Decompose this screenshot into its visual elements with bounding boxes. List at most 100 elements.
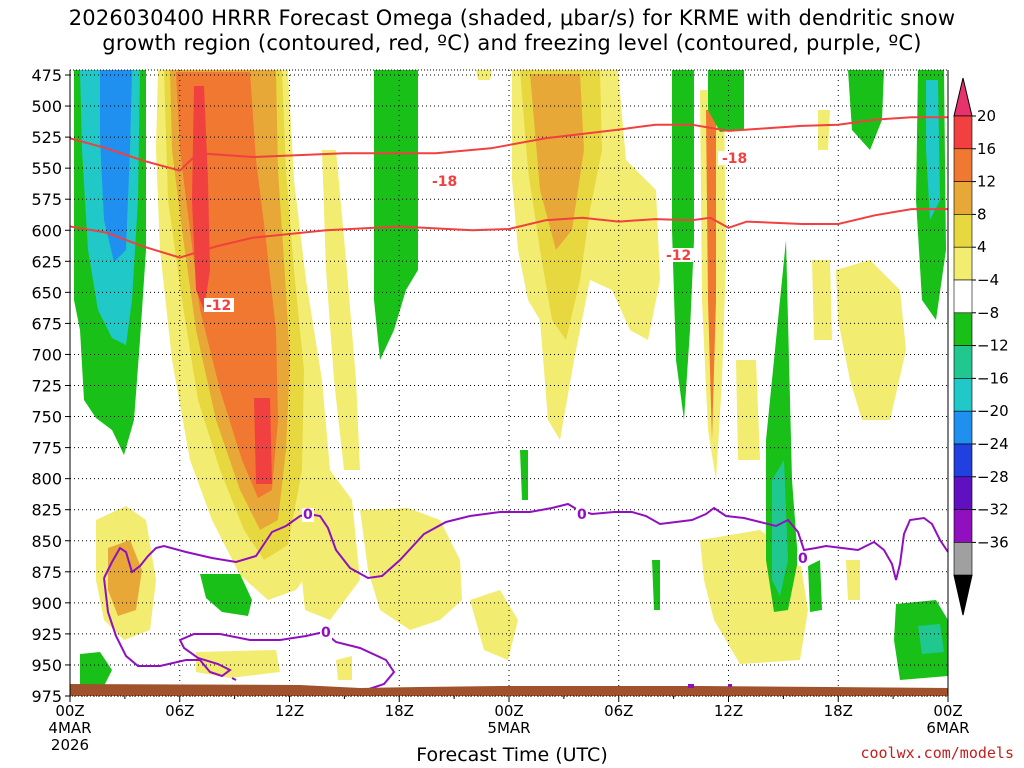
x-tick-label: 06Z bbox=[165, 702, 194, 720]
x-tick-label: 12Z bbox=[275, 702, 304, 720]
y-tick-label: 825 bbox=[31, 501, 62, 520]
shade-yellow-right-5 bbox=[812, 260, 832, 340]
colorbar-swatch bbox=[953, 279, 973, 314]
ground-mark-1 bbox=[688, 684, 694, 688]
colorbar-label: 12 bbox=[977, 173, 996, 191]
source-credit: coolwx.com/models bbox=[860, 744, 1014, 762]
shade-red-core-lower bbox=[254, 398, 272, 484]
shade-green-low-1 bbox=[200, 574, 252, 616]
y-tick-label: 600 bbox=[31, 221, 62, 240]
shade-blue-left bbox=[100, 70, 132, 262]
shade-yellow-right-3 bbox=[818, 110, 830, 150]
y-tick-label: 500 bbox=[31, 97, 62, 116]
y-tick-label: 875 bbox=[31, 563, 62, 582]
y-tick-label: 675 bbox=[31, 314, 62, 333]
shade-green-lowcol-2 bbox=[808, 560, 822, 612]
x-tick-year: 2026 bbox=[51, 736, 89, 754]
shade-green-small-1 bbox=[652, 560, 660, 610]
dgz-label-4: -12 bbox=[666, 248, 691, 264]
chart-title-line-1: 2026030400 HRRR Forecast Omega (shaded, … bbox=[68, 6, 956, 30]
y-tick-label: 850 bbox=[31, 532, 62, 551]
colorbar-label: −32 bbox=[977, 501, 1009, 519]
chart-title-line-2: growth region (contoured, red, ºC) and f… bbox=[102, 31, 922, 55]
colorbar-label: 8 bbox=[977, 205, 987, 223]
shade-cyan-lowcol bbox=[772, 460, 788, 596]
colorbar-label: −36 bbox=[977, 533, 1009, 551]
colorbar-swatch bbox=[953, 246, 973, 281]
shade-yellow-surface-2 bbox=[336, 656, 352, 680]
colorbar-label: 20 bbox=[977, 107, 996, 125]
y-tick-label: 625 bbox=[31, 252, 62, 271]
colorbar-bottom-arrow bbox=[953, 574, 973, 616]
ground-mark-2 bbox=[728, 684, 732, 687]
colorbar-swatch bbox=[953, 345, 973, 379]
colorbar-label: −24 bbox=[977, 435, 1009, 453]
contour-labels: -18 -18 -12 -12 0 0 0 0 bbox=[204, 151, 809, 641]
shade-yellow-right-6 bbox=[846, 560, 860, 600]
x-axis-label: Forecast Time (UTC) bbox=[416, 744, 608, 766]
shade-green-small-2 bbox=[520, 450, 528, 500]
dgz-label-1: -18 bbox=[432, 174, 457, 190]
y-tick-label: 975 bbox=[31, 687, 62, 706]
colorbar-label: −28 bbox=[977, 468, 1009, 486]
y-tick-label: 575 bbox=[31, 190, 62, 209]
x-tick-date: 6MAR bbox=[926, 719, 969, 737]
shade-red-core-upper bbox=[192, 86, 210, 310]
colorbar-swatch bbox=[953, 410, 973, 445]
shade-yellow-streak-2 bbox=[300, 470, 360, 620]
colorbar-label: 16 bbox=[977, 140, 996, 158]
shade-tan-central bbox=[530, 74, 584, 250]
freezing-label-1: 0 bbox=[303, 507, 313, 523]
shade-yellow-lowband-2 bbox=[470, 590, 518, 660]
colorbar-swatch bbox=[953, 148, 973, 182]
shade-yellow-surface-1 bbox=[196, 650, 280, 678]
shade-yellow-rightmid bbox=[736, 360, 760, 460]
colorbar-swatch bbox=[953, 542, 973, 576]
y-tick-label: 750 bbox=[31, 408, 62, 427]
dgz-label-2: -18 bbox=[722, 151, 747, 167]
freezing-level-contour-low bbox=[103, 577, 396, 691]
shade-green-surface-left bbox=[80, 652, 112, 686]
x-tick-date: 5MAR bbox=[487, 719, 530, 737]
freezing-label-4: 0 bbox=[321, 625, 331, 641]
colorbar: 20 16 12 8 4 −4 −8 −12 −16 −20 −24 −28 −32 −36 bbox=[953, 77, 1009, 616]
colorbar-top-arrow bbox=[953, 77, 973, 117]
freezing-label-3: 0 bbox=[798, 551, 808, 567]
colorbar-swatch bbox=[953, 115, 973, 150]
dgz-minus12-contour bbox=[70, 208, 948, 259]
shade-yellow-top-small bbox=[476, 70, 492, 80]
colorbar-label: −16 bbox=[977, 369, 1009, 387]
colorbar-swatch bbox=[953, 476, 973, 510]
x-tick-label: 00Z bbox=[933, 702, 962, 720]
y-tick-label: 725 bbox=[31, 377, 62, 396]
shade-green-topright-1 bbox=[708, 70, 744, 132]
y-tick-label: 775 bbox=[31, 439, 62, 458]
colorbar-swatch bbox=[953, 378, 973, 412]
shade-orange-col-right bbox=[706, 110, 716, 440]
y-tick-label: 950 bbox=[31, 656, 62, 675]
shade-yellow-streak-1 bbox=[322, 150, 360, 470]
colorbar-label: −20 bbox=[977, 402, 1009, 420]
y-tick-label: 650 bbox=[31, 283, 62, 302]
shade-green-topright-2 bbox=[848, 70, 884, 150]
dgz-minus18-contour bbox=[70, 116, 948, 172]
y-axis: 475 500 525 550 575 600 625 650 675 700 725 750 775 8… bbox=[31, 66, 70, 706]
shade-yellow-right-4 bbox=[836, 260, 906, 420]
colorbar-label: −12 bbox=[977, 337, 1009, 355]
colorbar-label: −4 bbox=[977, 271, 999, 289]
x-tick-label: 12Z bbox=[714, 702, 743, 720]
y-tick-label: 550 bbox=[31, 159, 62, 178]
y-tick-label: 900 bbox=[31, 594, 62, 613]
y-tick-label: 525 bbox=[31, 128, 62, 147]
y-tick-label: 800 bbox=[31, 470, 62, 489]
y-tick-label: 925 bbox=[31, 625, 62, 644]
omega-shading bbox=[74, 70, 948, 686]
shade-orange-lowleft bbox=[108, 540, 142, 616]
shade-yellow-lowband bbox=[360, 508, 462, 630]
x-tick-label: 18Z bbox=[824, 702, 853, 720]
dgz-label-3: -12 bbox=[206, 298, 231, 314]
shade-cyan-farright bbox=[926, 80, 940, 220]
colorbar-swatch bbox=[953, 509, 973, 543]
